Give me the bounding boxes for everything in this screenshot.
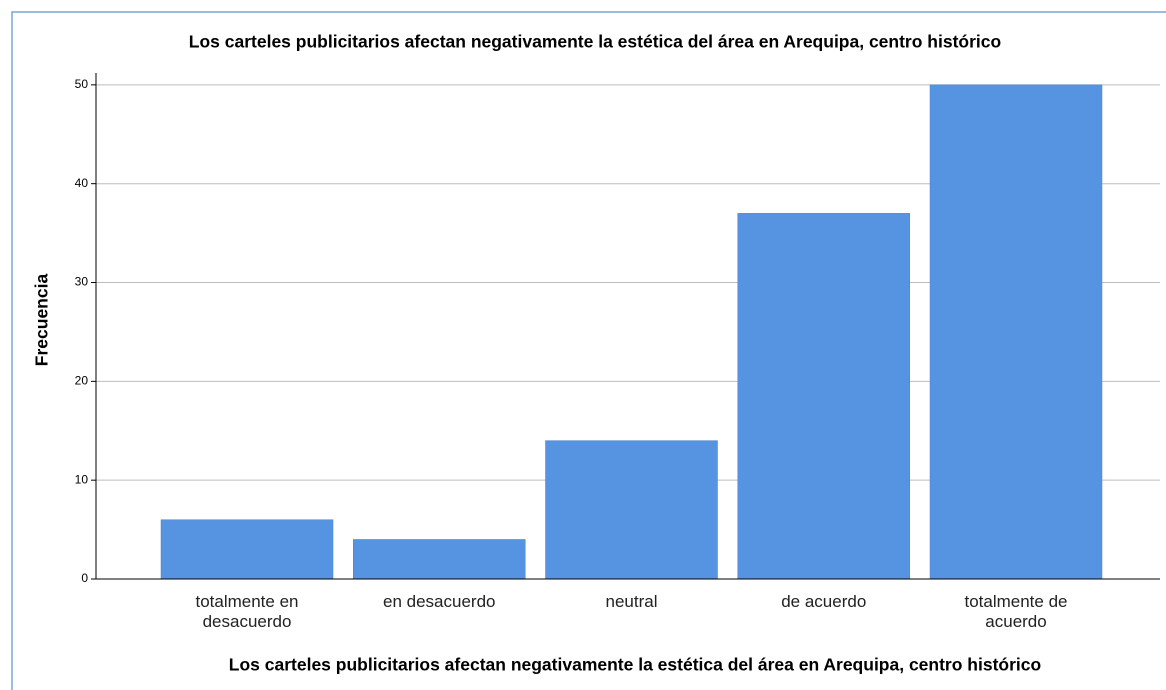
y-tick-label: 40 [75, 176, 89, 190]
bar [353, 539, 526, 580]
bar [929, 84, 1103, 580]
chart-title: Los carteles publicitarios afectan negat… [189, 32, 1001, 52]
x-axis-title: Los carteles publicitarios afectan negat… [229, 655, 1041, 675]
y-tick-label: 30 [75, 275, 89, 289]
x-tick-label: neutral [605, 592, 658, 611]
y-tick-label: 0 [81, 571, 88, 585]
y-tick-label: 10 [75, 472, 89, 486]
x-tick-label: totalmente de acuerdo [964, 592, 1068, 631]
y-axis-title: Frecuencia [32, 274, 52, 367]
x-tick-label: totalmente en desacuerdo [195, 592, 299, 631]
y-tick-label: 20 [75, 374, 89, 388]
y-tick-label: 50 [75, 77, 89, 91]
bar [160, 519, 334, 580]
x-tick-label: en desacuerdo [383, 592, 496, 611]
x-tick-label: de acuerdo [781, 592, 867, 611]
bar [545, 440, 718, 580]
frame [11, 11, 1166, 690]
bar [737, 213, 910, 580]
